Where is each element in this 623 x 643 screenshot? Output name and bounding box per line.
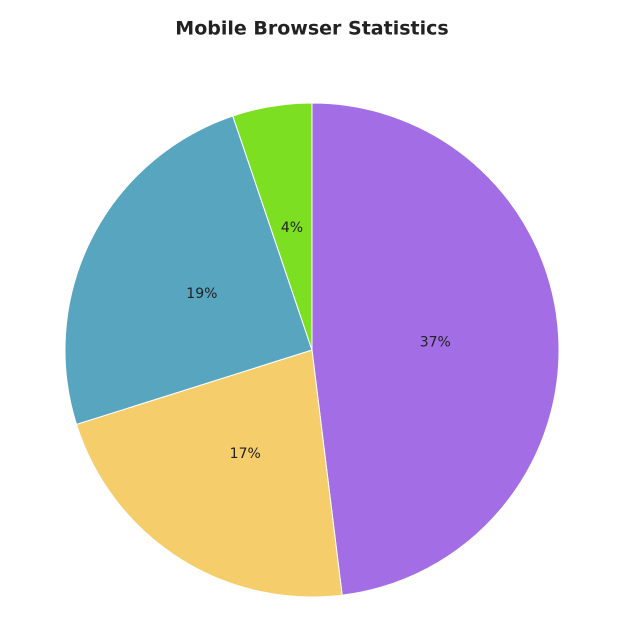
pie-slice: [232, 102, 313, 351]
pie-slice: [75, 349, 343, 598]
data-label: 37%: [420, 334, 451, 350]
pie-slice: [311, 102, 560, 596]
chart-title: Mobile Browser Statistics: [175, 18, 448, 40]
data-label: 17%: [230, 446, 261, 462]
data-label: 19%: [186, 286, 217, 302]
pie-slice: [64, 115, 313, 426]
data-label: 4%: [281, 220, 303, 236]
